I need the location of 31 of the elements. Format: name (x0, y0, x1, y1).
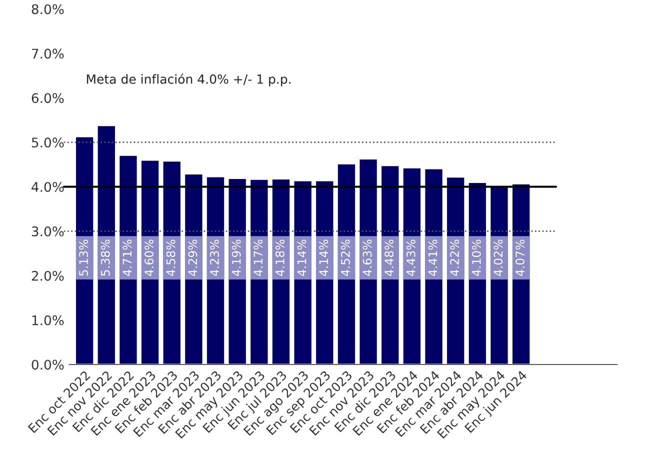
y-tick-label: 0.0% (32, 360, 64, 370)
y-tick-label: 5.0% (32, 138, 64, 148)
data-label: 4.52% (340, 240, 350, 276)
data-label: 4.71% (122, 240, 132, 276)
annotation: Meta de inflación 4.0% +/- 1 p.p. (86, 74, 290, 86)
data-label: 4.60% (144, 240, 154, 276)
y-tick-label: 8.0% (32, 4, 64, 14)
y-tick-label: 3.0% (32, 226, 64, 236)
data-label: 4.02% (494, 240, 503, 276)
y-tick-label: 7.0% (32, 48, 64, 59)
data-label: 4.58% (166, 240, 176, 276)
data-label: 4.14% (297, 240, 306, 276)
data-label: 4.22% (450, 240, 460, 276)
data-label: 4.63% (362, 240, 372, 276)
data-label: 4.29% (188, 240, 198, 276)
y-tick-label: 4.0% (32, 182, 64, 192)
data-label: 5.38% (100, 240, 110, 276)
y-tick-label: 1.0% (32, 315, 64, 326)
data-label: 5.13% (79, 240, 88, 276)
data-label: 4.41% (428, 240, 438, 276)
data-label: 4.48% (384, 240, 394, 276)
data-label: 4.43% (406, 240, 416, 276)
data-label: 4.14% (319, 240, 328, 276)
data-label: 4.10% (472, 240, 481, 276)
data-label: 4.18% (275, 240, 284, 276)
data-label: 4.19% (232, 240, 241, 276)
data-label: 4.17% (254, 240, 263, 276)
data-label: 4.07% (516, 240, 524, 276)
y-tick-label: 2.0% (32, 270, 64, 281)
y-tick-label: 6.0% (32, 93, 64, 104)
data-label: 4.23% (210, 240, 219, 276)
